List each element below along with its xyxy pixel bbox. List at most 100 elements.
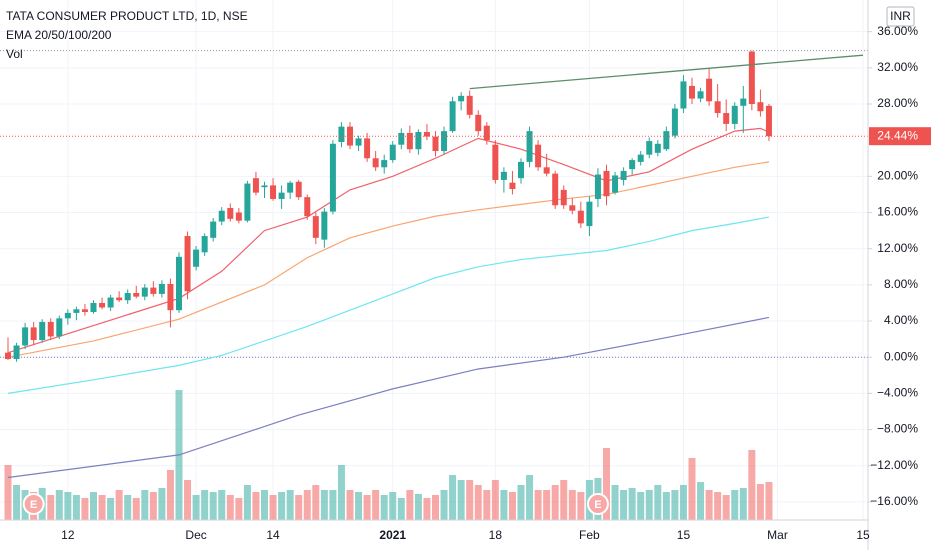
candle-body	[30, 327, 37, 341]
candle-body	[586, 201, 593, 227]
volume-bar	[261, 490, 268, 520]
axes: 36.00% 32.00% 28.00% 20.00% 16.00% 12.00% 8.00…	[61, 24, 931, 542]
y-tick-label: 28.00%	[877, 96, 918, 110]
candle-body	[612, 175, 619, 193]
candle-body	[483, 125, 490, 141]
candle-body	[757, 102, 764, 112]
volume-bar	[560, 480, 568, 520]
candle-body	[116, 297, 123, 301]
volume-bar	[226, 495, 234, 520]
candle-body	[99, 302, 106, 308]
y-tick-label: −8.00%	[877, 422, 918, 436]
candle-body	[270, 185, 277, 199]
candle-body	[620, 170, 627, 180]
candle-body	[706, 78, 713, 102]
volume-bar	[124, 495, 132, 520]
volume-bar	[688, 458, 696, 520]
candle-body	[252, 178, 259, 193]
candle-body	[201, 236, 208, 253]
volume-bar	[671, 490, 679, 520]
volume-bar	[363, 495, 371, 520]
ema-line	[7, 316, 770, 479]
candle-body	[543, 167, 550, 174]
candle-body	[406, 132, 413, 150]
volume-bar	[526, 475, 534, 520]
candle-body	[432, 136, 439, 152]
volume-bar	[286, 490, 294, 520]
trendline	[469, 54, 864, 90]
volume-bar	[13, 485, 21, 520]
volume-bar	[329, 490, 337, 520]
x-tick-label: Dec	[185, 528, 206, 542]
candle-body	[13, 345, 20, 360]
candle-body	[535, 144, 542, 168]
volume-bar	[337, 465, 345, 520]
volume-bar	[55, 490, 63, 520]
candle-body	[141, 287, 148, 297]
volume-bar	[355, 492, 363, 520]
volume-bar	[380, 495, 388, 520]
currency-box[interactable]	[886, 6, 915, 27]
volume-bar	[577, 492, 585, 520]
candle-body	[723, 113, 730, 124]
candle-body	[594, 174, 601, 199]
volume-bar	[620, 490, 628, 520]
volume-bar	[312, 485, 320, 520]
candle-body	[347, 126, 353, 146]
volume-bar	[440, 490, 448, 520]
candle-body	[193, 249, 200, 267]
volume-bar	[406, 490, 414, 520]
volume-bar	[166, 470, 174, 520]
volume-bar	[72, 495, 80, 520]
candle-body	[500, 171, 507, 180]
candle-body	[210, 221, 217, 238]
candle-body	[398, 132, 405, 145]
volume-bar	[466, 480, 474, 520]
candle-body	[603, 170, 610, 197]
candle-body	[364, 138, 371, 159]
volume-bar	[278, 492, 286, 520]
volume-bar	[722, 495, 730, 520]
candle-body	[355, 138, 362, 146]
candle-body	[39, 321, 46, 341]
y-tick-label: 32.00%	[877, 60, 918, 74]
candle-body	[304, 197, 311, 217]
volume-bar	[483, 490, 491, 520]
volume-bar	[645, 490, 653, 520]
y-tick-label: 20.00%	[877, 169, 918, 183]
volume-bar	[534, 490, 542, 520]
candle-body	[680, 81, 687, 109]
volume-bar	[107, 498, 115, 520]
earnings-label: E	[30, 499, 37, 511]
candle-body	[235, 212, 242, 221]
candle-body	[278, 192, 285, 199]
volume-bar	[748, 450, 756, 520]
volume-bar	[423, 498, 431, 520]
volume-bar	[4, 465, 12, 520]
candle-body	[509, 182, 516, 190]
volume-bar	[218, 490, 226, 520]
candle-body	[295, 181, 302, 198]
candle-body	[466, 95, 473, 115]
last-price-label: 24.44%	[877, 128, 918, 142]
y-tick-label: −12.00%	[870, 458, 918, 472]
volume-bar	[611, 485, 619, 520]
volume-bar	[64, 492, 72, 520]
ema-line	[7, 161, 770, 358]
candle-body	[569, 205, 576, 211]
candle-body	[133, 293, 140, 297]
currency[interactable]: INR	[890, 9, 911, 23]
candle-body	[423, 132, 430, 137]
candle-body	[90, 302, 97, 312]
candle-body	[167, 283, 174, 311]
volume-bar	[252, 492, 260, 520]
candle-body	[389, 144, 396, 161]
candle-body	[458, 95, 465, 102]
last-price-box	[869, 127, 931, 146]
volume-bar	[90, 492, 97, 520]
volume-bar	[457, 480, 465, 520]
candle-body	[475, 114, 482, 132]
candle-body	[441, 131, 448, 152]
volume-bar	[115, 490, 123, 520]
volume-bar	[295, 495, 303, 520]
